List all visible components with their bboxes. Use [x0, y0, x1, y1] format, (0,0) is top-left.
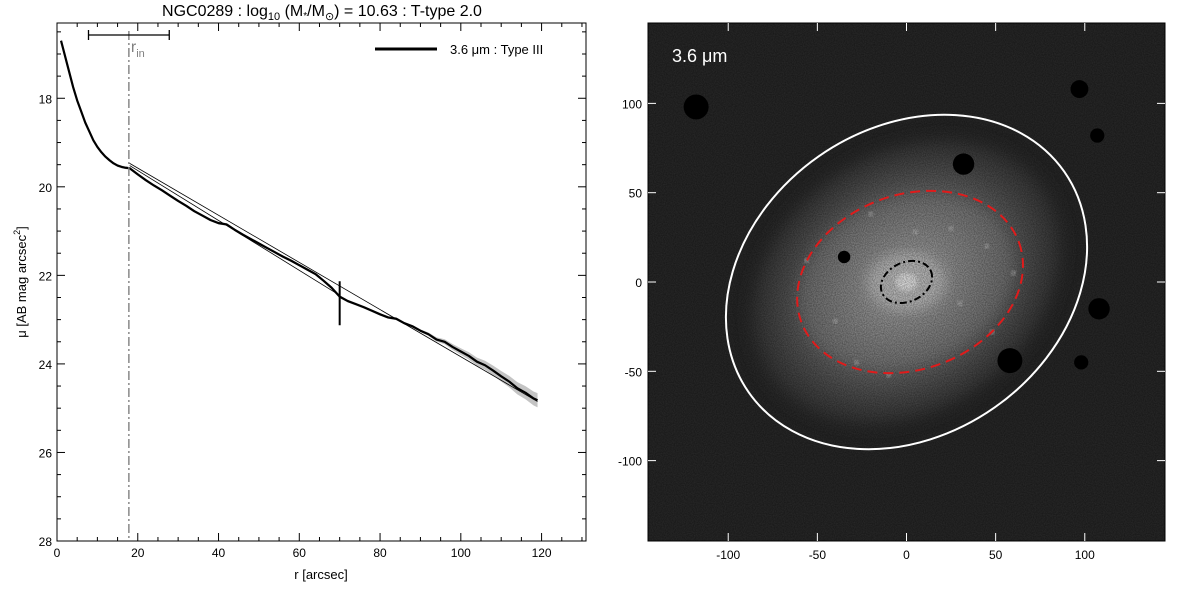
masked-star	[1074, 355, 1089, 370]
profile-plot-frame	[56, 22, 587, 542]
profile-data	[59, 30, 538, 541]
image-y-tick-label: 100	[622, 97, 642, 111]
image-band-label: 3.6 μm	[672, 46, 727, 66]
x-tick-label: 40	[212, 546, 226, 560]
image-x-tick-label: 0	[903, 548, 910, 562]
masked-star	[1070, 80, 1089, 99]
isophote-ellipses	[724, 113, 1089, 451]
r-in-label: rin	[131, 39, 145, 60]
profile-y-axis-label: μ [AB mag arcsec2]	[12, 226, 29, 338]
x-tick-label: 100	[451, 546, 471, 560]
galaxy-image-panel: 3.6 μm -100 -50 0 50 100 -100 -50 0 50 100	[618, 22, 1166, 562]
x-tick-label: 0	[54, 546, 61, 560]
image-axis-ticks	[648, 23, 1165, 541]
x-tick-label: 80	[373, 546, 387, 560]
y-tick-label: 28	[39, 535, 53, 549]
image-x-tick-label: -50	[809, 548, 827, 562]
y-tick-label: 26	[39, 446, 53, 460]
y-tick-label: 20	[39, 181, 53, 195]
y-tick-label: 24	[39, 358, 53, 372]
image-x-tick-label: 100	[1075, 548, 1095, 562]
legend-label: 3.6 μm : Type III	[450, 42, 543, 57]
masked-star	[837, 250, 851, 264]
profile-curve	[59, 40, 538, 402]
masked-stars	[683, 80, 1110, 374]
figure-title: NGC0289 : log10 (M*/M⊙) = 10.63 : T-type…	[162, 3, 482, 23]
profile-tick-labels: 0 20 40 60 80 100 120 18 20 22 24 26 28	[39, 92, 552, 560]
image-y-tick-label: 50	[629, 187, 643, 201]
masked-star	[683, 94, 709, 120]
profile-legend: 3.6 μm : Type III	[375, 42, 543, 57]
masked-star	[1088, 298, 1110, 320]
y-tick-label: 22	[39, 269, 53, 283]
masked-star	[952, 153, 975, 175]
profile-axis-ticks	[56, 23, 586, 542]
image-y-tick-label: -50	[625, 365, 643, 379]
image-y-tick-label: 0	[635, 276, 642, 290]
profile-chart: 0 20 40 60 80 100 120 18 20 22 24 26 28 r [arcsec] μ…	[12, 22, 587, 582]
x-tick-label: 120	[532, 546, 552, 560]
masked-star	[997, 348, 1023, 374]
galaxy-image	[648, 23, 1165, 541]
x-tick-label: 20	[131, 546, 145, 560]
image-tick-labels: -100 -50 0 50 100 -100 -50 0 50 100	[618, 97, 1095, 562]
sky-noise	[648, 23, 1165, 541]
profile-x-axis-label: r [arcsec]	[294, 567, 347, 582]
image-x-tick-label: -100	[716, 548, 740, 562]
image-y-tick-label: -100	[618, 455, 642, 469]
profile-uncertainty-band	[61, 39, 538, 408]
y-tick-label: 18	[39, 92, 53, 106]
mid-ellipse	[796, 189, 1024, 375]
x-tick-label: 60	[293, 546, 307, 560]
image-x-tick-label: 50	[989, 548, 1003, 562]
masked-star	[1090, 128, 1105, 143]
profile-fit-line	[129, 163, 538, 402]
outer-ellipse	[724, 113, 1089, 451]
inner-ellipse	[879, 259, 934, 305]
